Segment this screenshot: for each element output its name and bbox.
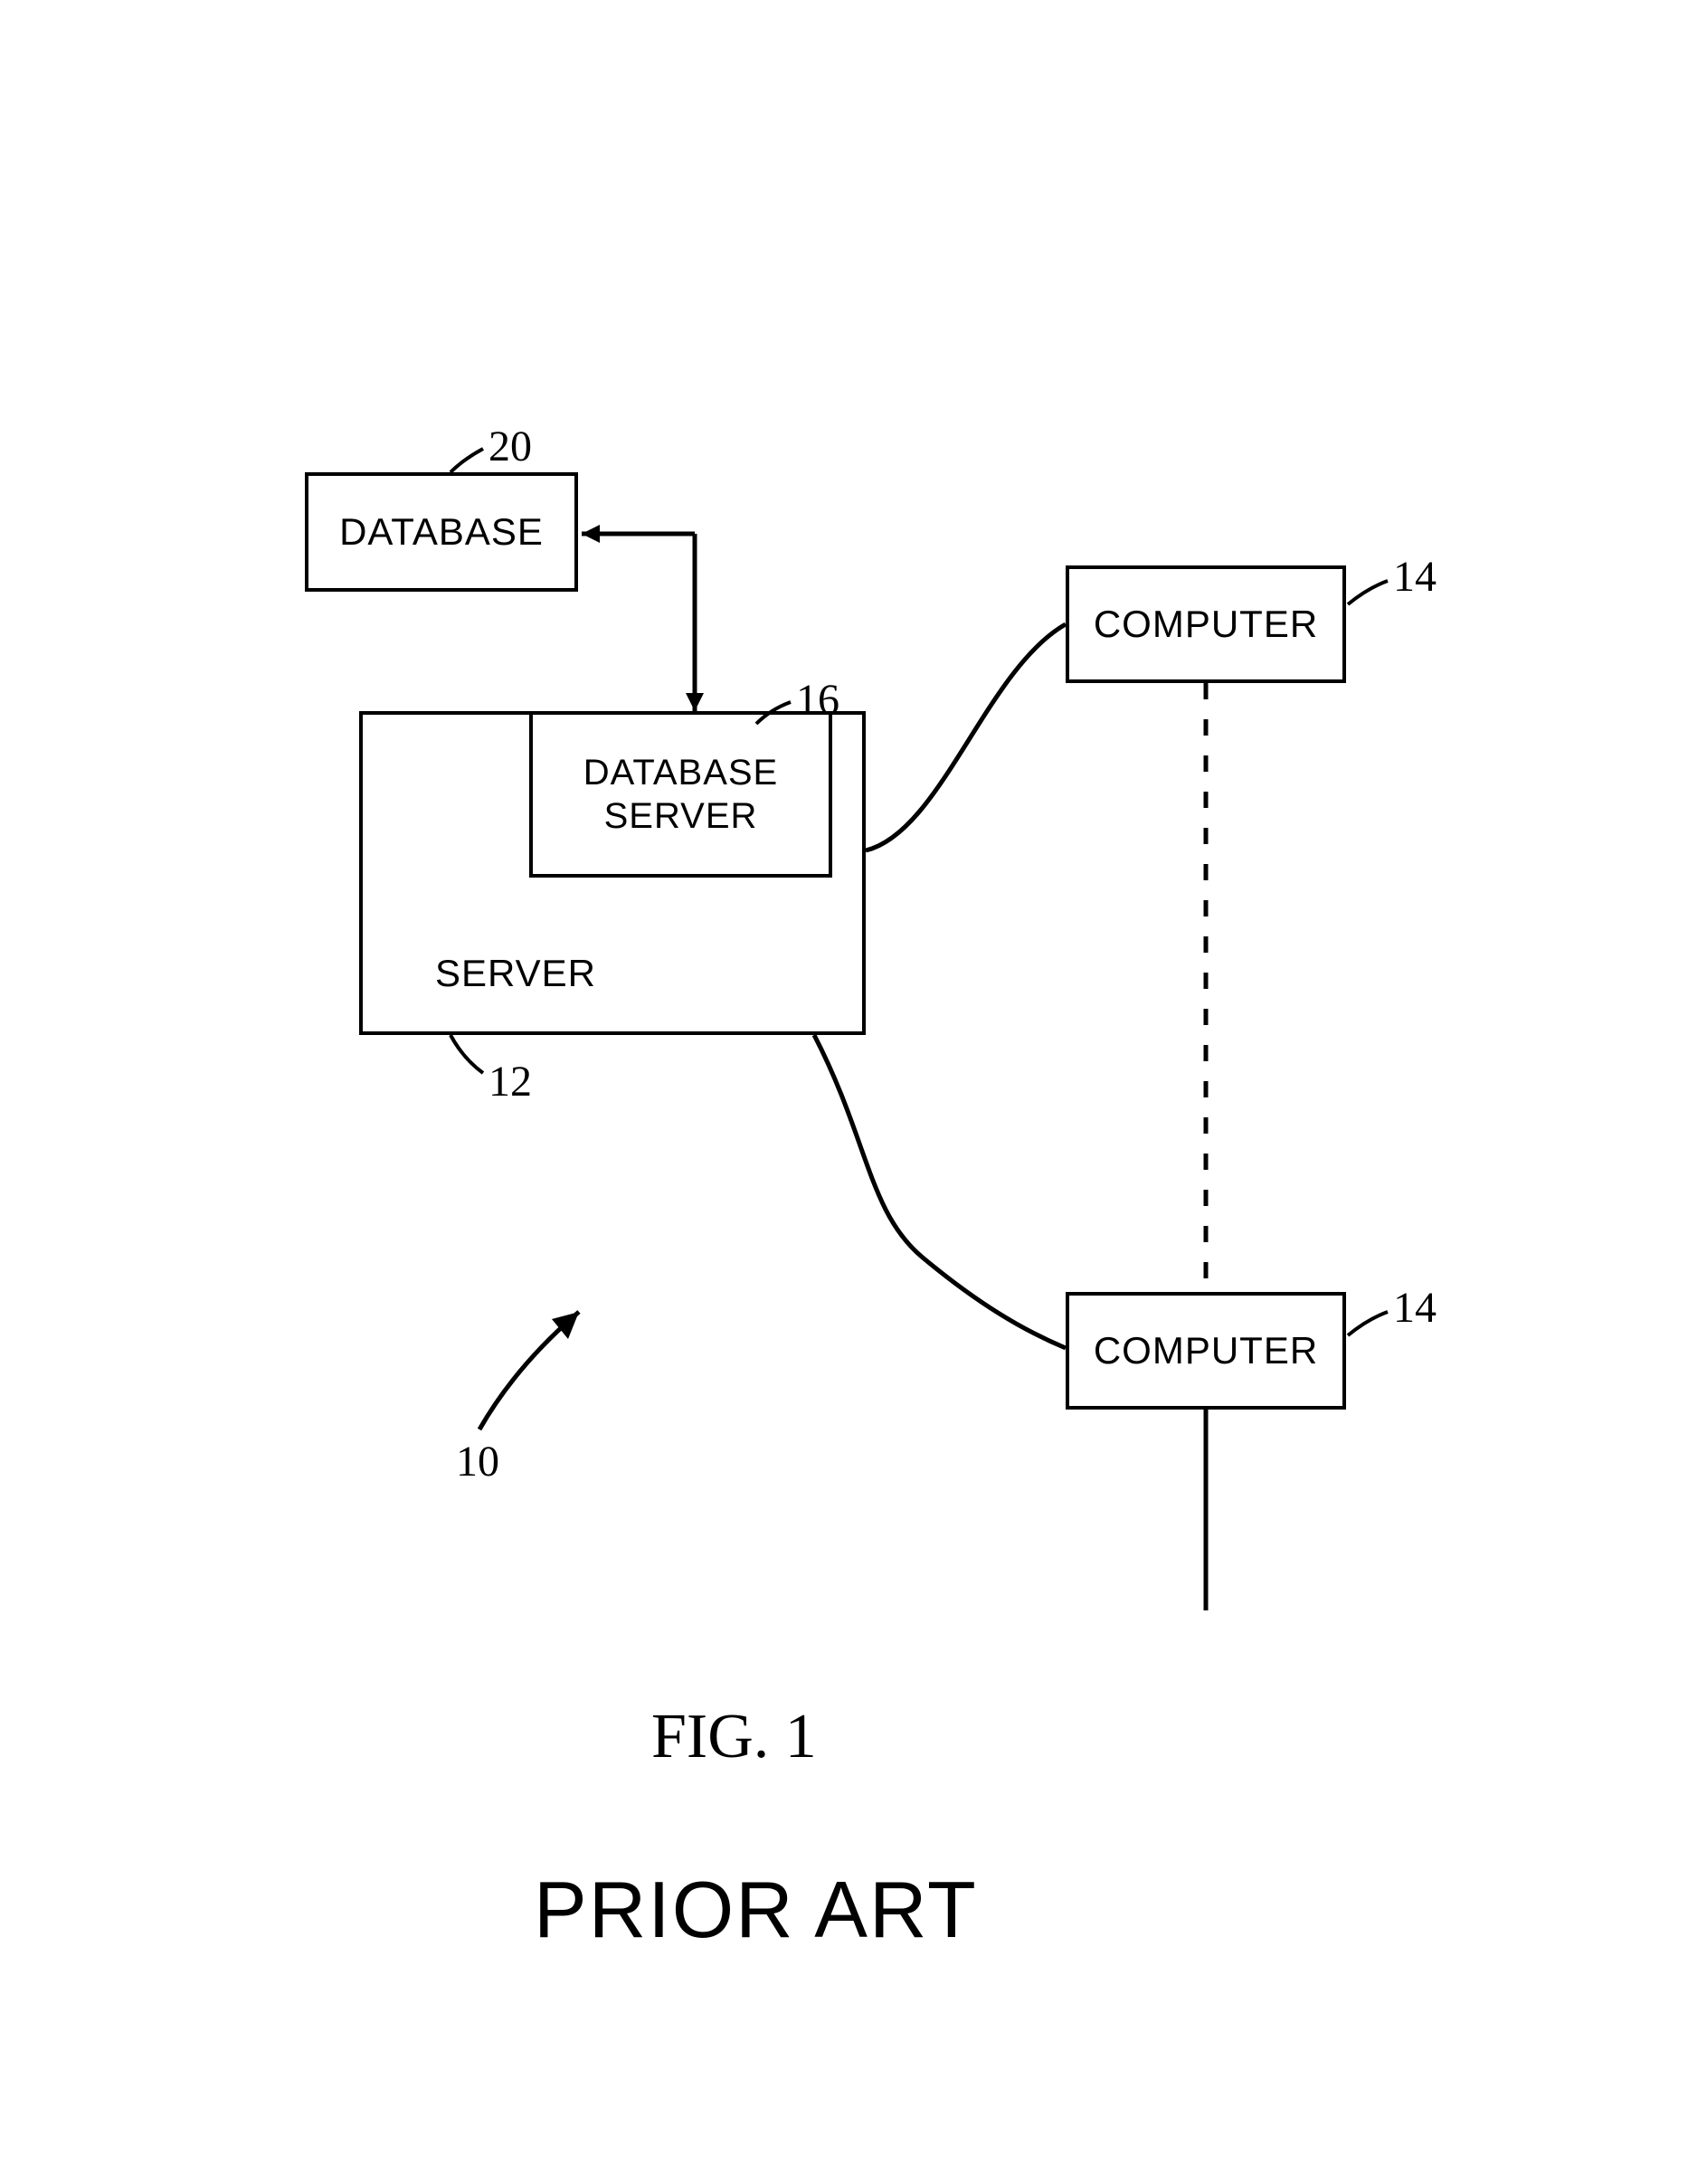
diagram-canvas: SERVER DATABASE SERVER DATABASE COMPUTER… — [0, 0, 1707, 2184]
ref-14b: 14 — [1393, 1283, 1437, 1333]
figure-caption: FIG. 1 — [651, 1701, 817, 1773]
ref-12: 12 — [488, 1057, 532, 1106]
database-label: DATABASE — [339, 510, 544, 554]
server-label: SERVER — [435, 952, 596, 995]
leader-20 — [450, 449, 483, 472]
ref-10: 10 — [456, 1437, 499, 1486]
edge-server-to-computer-bottom — [814, 1035, 1066, 1348]
computer-box-bottom: COMPUTER — [1066, 1292, 1346, 1410]
database-server-label: DATABASE SERVER — [583, 751, 778, 838]
database-server-box: DATABASE SERVER — [529, 715, 832, 878]
edge-database-to-dbserver — [582, 525, 704, 711]
leader-14a — [1348, 581, 1388, 604]
computer-label-top: COMPUTER — [1094, 603, 1318, 646]
ref-20: 20 — [488, 422, 532, 471]
edge-server-to-computer-top — [866, 624, 1066, 850]
computer-box-top: COMPUTER — [1066, 565, 1346, 683]
connector-layer — [0, 0, 1707, 2184]
computer-label-bottom: COMPUTER — [1094, 1329, 1318, 1372]
leader-12 — [450, 1035, 483, 1073]
prior-art-caption: PRIOR ART — [534, 1864, 978, 1956]
ref-14a: 14 — [1393, 552, 1437, 602]
ref-16: 16 — [796, 675, 839, 725]
leader-14b — [1348, 1312, 1388, 1335]
database-box: DATABASE — [305, 472, 578, 592]
leader-10 — [479, 1312, 579, 1429]
